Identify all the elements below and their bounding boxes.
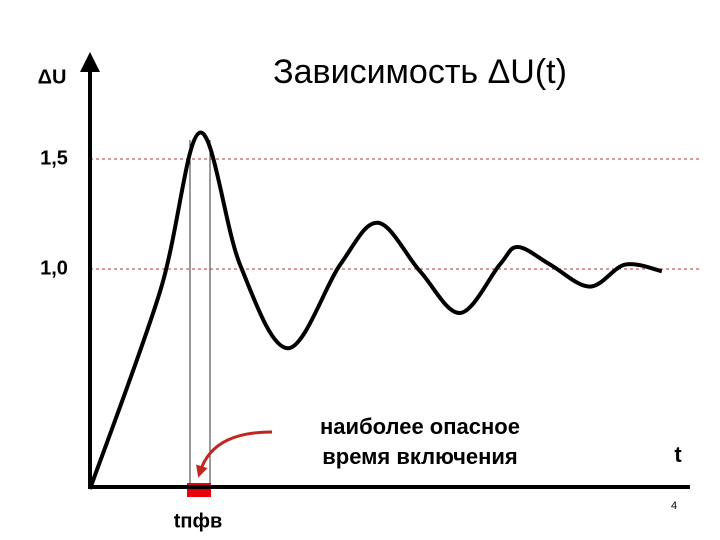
y-tick-label: 1,5 <box>40 147 68 169</box>
annotation-line: наиболее опасное <box>320 414 520 439</box>
page-number: 4 <box>671 500 677 512</box>
annotation: наиболее опасное время включения <box>320 414 520 469</box>
x-axis-label: t <box>674 442 682 467</box>
annotation-line: время включения <box>322 444 518 469</box>
data-line <box>88 130 663 490</box>
chart-title: Зависимость ΔU(t) <box>273 53 567 91</box>
marker-label: tпфв <box>174 510 223 532</box>
y-tick-label: 1,0 <box>40 257 68 279</box>
y-axis-label: ΔU <box>38 66 67 88</box>
annotation-arrow <box>196 430 273 478</box>
